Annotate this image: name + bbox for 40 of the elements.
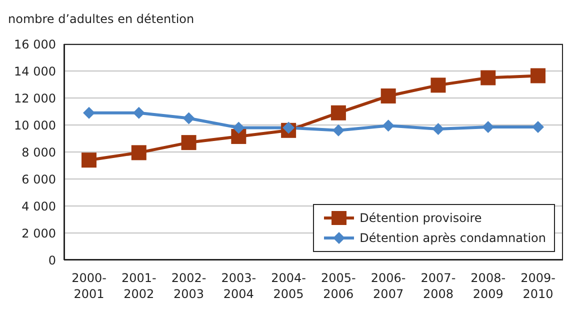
point [82, 152, 96, 168]
y-tick-label: 8 000 [22, 145, 56, 160]
x-tick-label: 2007-2008 [420, 271, 456, 301]
y-tick-label: 2 000 [22, 226, 56, 240]
legend-label: Détention provisoire [360, 211, 482, 225]
x-tick-label: 2004-2005 [271, 271, 306, 301]
point [182, 112, 195, 124]
y-axis-title: nombre d’adultes en détention [8, 12, 194, 26]
x-tick-label: 2003-2004 [221, 271, 256, 301]
point [232, 122, 245, 134]
point [231, 128, 246, 144]
point [480, 70, 496, 86]
x-tick-label: 2005-2006 [321, 271, 356, 301]
y-tick-label: 12 000 [14, 91, 56, 106]
point [330, 105, 346, 120]
x-tick-label: 2001-2002 [121, 271, 156, 301]
x-tick-label: 2008-2009 [470, 271, 506, 301]
x-tick-label: 2009-2010 [520, 271, 556, 301]
y-tick-label: 10 000 [14, 118, 56, 132]
point [530, 68, 546, 84]
point [132, 106, 145, 119]
point [382, 120, 394, 132]
x-tick-label: 2002-2003 [171, 271, 206, 301]
y-tick-label: 16 000 [14, 37, 56, 52]
point [282, 122, 295, 134]
point [83, 106, 95, 119]
point [432, 123, 444, 136]
legend-label: Détention après condamnation [360, 231, 546, 245]
x-tick-label: 2000-2001 [72, 271, 106, 301]
point [532, 121, 544, 134]
y-tick-label: 4 000 [22, 199, 56, 214]
y-tick-label: 14 000 [14, 64, 56, 78]
point [380, 88, 396, 104]
point [181, 135, 196, 150]
y-tick-label: 6 000 [22, 172, 56, 186]
point [430, 78, 446, 93]
y-tick-label: 0 [48, 253, 56, 268]
point [332, 124, 344, 136]
x-tick-label: 2006-2007 [370, 271, 406, 301]
point [131, 145, 146, 160]
